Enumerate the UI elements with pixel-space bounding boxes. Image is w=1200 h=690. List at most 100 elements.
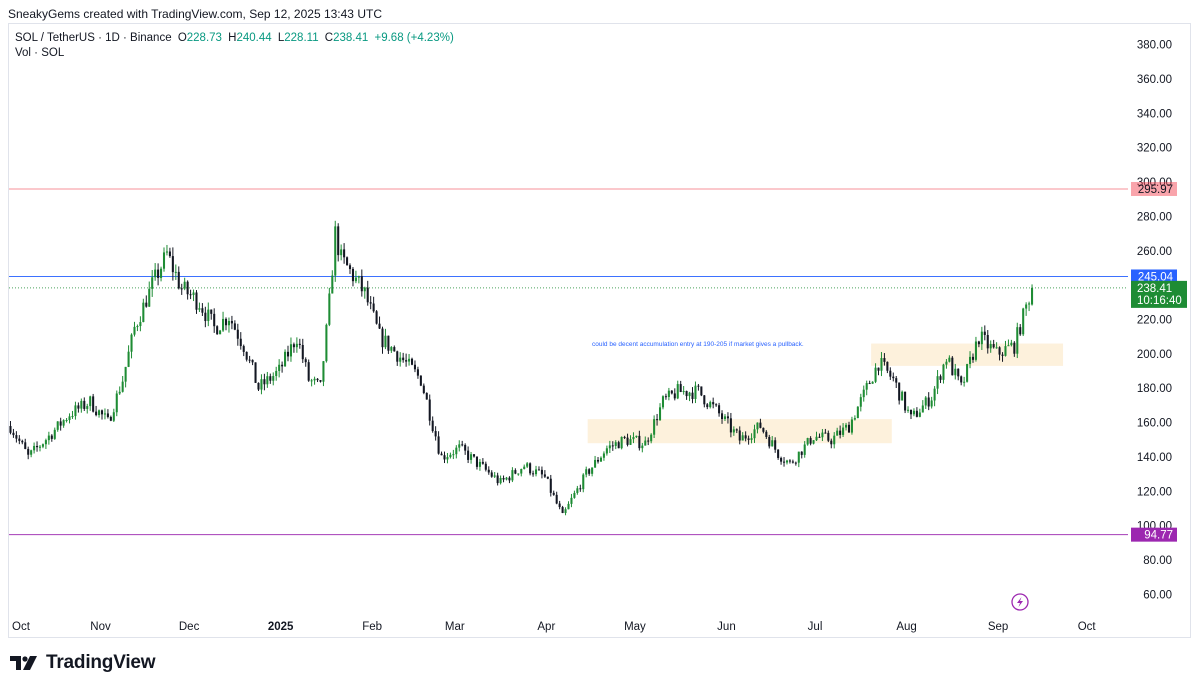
candle[interactable]	[549, 478, 552, 493]
candle[interactable]	[561, 507, 564, 514]
candle[interactable]	[785, 460, 789, 463]
candle[interactable]	[842, 427, 845, 435]
candle[interactable]	[617, 442, 620, 449]
candle[interactable]	[53, 429, 56, 439]
candle[interactable]	[269, 376, 272, 381]
candle[interactable]	[183, 281, 186, 289]
candle[interactable]	[499, 478, 502, 484]
candle[interactable]	[977, 341, 980, 345]
candle[interactable]	[369, 302, 372, 304]
candle[interactable]	[567, 503, 570, 510]
candle[interactable]	[286, 351, 290, 357]
candle[interactable]	[818, 436, 821, 438]
candle[interactable]	[697, 385, 700, 387]
candle[interactable]	[171, 256, 174, 273]
chart-annotation[interactable]: could be decent accumulation entry at 19…	[592, 341, 804, 348]
candle[interactable]	[951, 357, 954, 376]
candle[interactable]	[856, 406, 859, 419]
candle[interactable]	[103, 413, 106, 415]
candle[interactable]	[1010, 342, 1013, 346]
candle[interactable]	[133, 326, 136, 335]
candle[interactable]	[92, 396, 95, 412]
candle[interactable]	[112, 412, 115, 421]
candle[interactable]	[526, 463, 529, 467]
candle[interactable]	[431, 420, 434, 432]
candle[interactable]	[201, 308, 204, 313]
candle[interactable]	[709, 402, 712, 408]
candle[interactable]	[192, 292, 195, 296]
candle[interactable]	[582, 474, 585, 490]
candle[interactable]	[715, 404, 718, 406]
candle[interactable]	[357, 276, 360, 278]
candle[interactable]	[588, 469, 591, 474]
candle[interactable]	[726, 416, 729, 419]
candle[interactable]	[912, 410, 915, 415]
candle[interactable]	[594, 459, 597, 468]
candle[interactable]	[337, 226, 340, 256]
candle[interactable]	[340, 249, 343, 256]
candle[interactable]	[865, 383, 868, 390]
candle[interactable]	[12, 432, 15, 436]
candle[interactable]	[540, 469, 543, 475]
candle[interactable]	[464, 444, 467, 451]
candle[interactable]	[788, 460, 791, 462]
candle[interactable]	[629, 439, 632, 445]
candle[interactable]	[210, 309, 213, 314]
candle[interactable]	[130, 334, 133, 352]
candle[interactable]	[62, 420, 65, 426]
candle[interactable]	[467, 450, 470, 460]
candle[interactable]	[632, 437, 635, 440]
candle[interactable]	[756, 422, 759, 430]
candle[interactable]	[478, 461, 481, 467]
candle[interactable]	[384, 335, 387, 348]
candle[interactable]	[177, 271, 180, 289]
candle[interactable]	[980, 331, 983, 345]
candle[interactable]	[233, 323, 236, 330]
candle[interactable]	[27, 448, 30, 455]
candle[interactable]	[821, 432, 824, 438]
candle[interactable]	[555, 494, 558, 504]
candle[interactable]	[833, 435, 836, 445]
accumulation-zone[interactable]	[871, 343, 1064, 366]
candle[interactable]	[706, 404, 709, 408]
candle[interactable]	[859, 397, 862, 407]
candle[interactable]	[744, 435, 747, 439]
candle[interactable]	[272, 376, 275, 381]
candle[interactable]	[295, 343, 298, 348]
candle[interactable]	[449, 454, 452, 458]
candle[interactable]	[434, 431, 437, 437]
candle[interactable]	[853, 418, 856, 420]
candle[interactable]	[41, 444, 44, 447]
candle[interactable]	[292, 344, 295, 348]
candle[interactable]	[1022, 308, 1025, 335]
candle[interactable]	[599, 457, 603, 462]
candle[interactable]	[413, 364, 417, 370]
candle[interactable]	[115, 393, 118, 413]
candle[interactable]	[322, 361, 325, 382]
candle[interactable]	[738, 430, 741, 441]
candle[interactable]	[230, 320, 233, 324]
candle[interactable]	[936, 376, 939, 389]
candle[interactable]	[1004, 346, 1007, 356]
candle[interactable]	[661, 396, 665, 408]
candle[interactable]	[174, 271, 177, 273]
candle[interactable]	[986, 334, 989, 349]
candle[interactable]	[487, 469, 490, 473]
candle[interactable]	[65, 420, 68, 422]
candle[interactable]	[774, 440, 777, 450]
candle[interactable]	[957, 368, 960, 377]
candle[interactable]	[927, 397, 930, 407]
candle[interactable]	[74, 405, 77, 417]
candle[interactable]	[207, 309, 210, 322]
candle[interactable]	[461, 444, 464, 446]
candle[interactable]	[399, 357, 402, 362]
candle[interactable]	[224, 318, 228, 326]
candle[interactable]	[591, 467, 594, 474]
candle[interactable]	[440, 453, 443, 456]
candle[interactable]	[316, 378, 319, 381]
candle[interactable]	[24, 442, 27, 449]
candle[interactable]	[36, 445, 39, 448]
candle[interactable]	[898, 382, 901, 401]
candle[interactable]	[889, 370, 892, 377]
candle[interactable]	[780, 457, 783, 462]
